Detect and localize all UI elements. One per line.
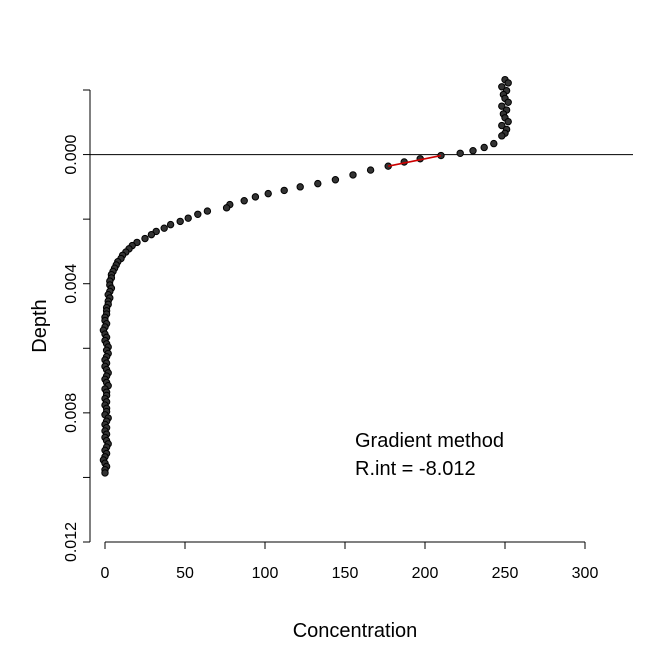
data-point [296, 183, 304, 191]
annotation-method: Gradient method [355, 430, 504, 452]
data-point [101, 469, 109, 477]
data-point [504, 79, 512, 87]
x-tick-label: 250 [492, 565, 519, 582]
annotation-rint: R.int = -8.012 [355, 458, 476, 480]
data-point [160, 224, 168, 232]
data-point [222, 204, 231, 212]
data-point [498, 102, 506, 110]
x-tick-label: 200 [412, 565, 439, 582]
x-tick-label: 50 [176, 565, 194, 582]
data-point [366, 166, 375, 174]
x-axis-title: Concentration [293, 620, 418, 642]
data-point [240, 197, 248, 205]
y-axis-ticks: 0.000 0.004 0.008 0.012 [63, 89, 90, 562]
y-tick-label: 0.008 [63, 393, 80, 433]
y-tick-label: 0.004 [63, 264, 80, 304]
data-point [490, 139, 498, 148]
data-point [469, 146, 477, 155]
x-tick-label: 300 [572, 565, 599, 582]
y-axis-title: Depth [29, 299, 51, 352]
data-point [194, 210, 202, 219]
data-point [504, 98, 512, 106]
x-axis-ticks: 0 50 100 150 200 250 300 [101, 542, 599, 582]
data-point [456, 149, 464, 157]
data-point [251, 193, 260, 201]
data-point [498, 121, 506, 130]
data-point [166, 220, 175, 229]
gradient-fit-line [388, 154, 442, 167]
data-point [184, 214, 192, 222]
data-point [480, 143, 488, 152]
data-point [314, 179, 322, 188]
axes [89, 90, 585, 543]
data-point [349, 171, 357, 179]
x-tick-label: 100 [252, 565, 279, 582]
data-point [504, 117, 512, 126]
data-point [498, 83, 506, 91]
data-point [498, 132, 506, 140]
data-point [331, 176, 340, 184]
data-point [147, 230, 156, 239]
data-points [99, 75, 512, 477]
y-tick-label: 0.012 [63, 522, 80, 562]
data-point [280, 186, 288, 195]
data-point [264, 189, 272, 198]
x-tick-label: 0 [101, 565, 110, 582]
x-tick-label: 150 [332, 565, 359, 582]
data-point [203, 207, 212, 215]
y-tick-label: 0.000 [63, 134, 80, 174]
data-point [141, 234, 149, 243]
data-point [176, 217, 184, 226]
